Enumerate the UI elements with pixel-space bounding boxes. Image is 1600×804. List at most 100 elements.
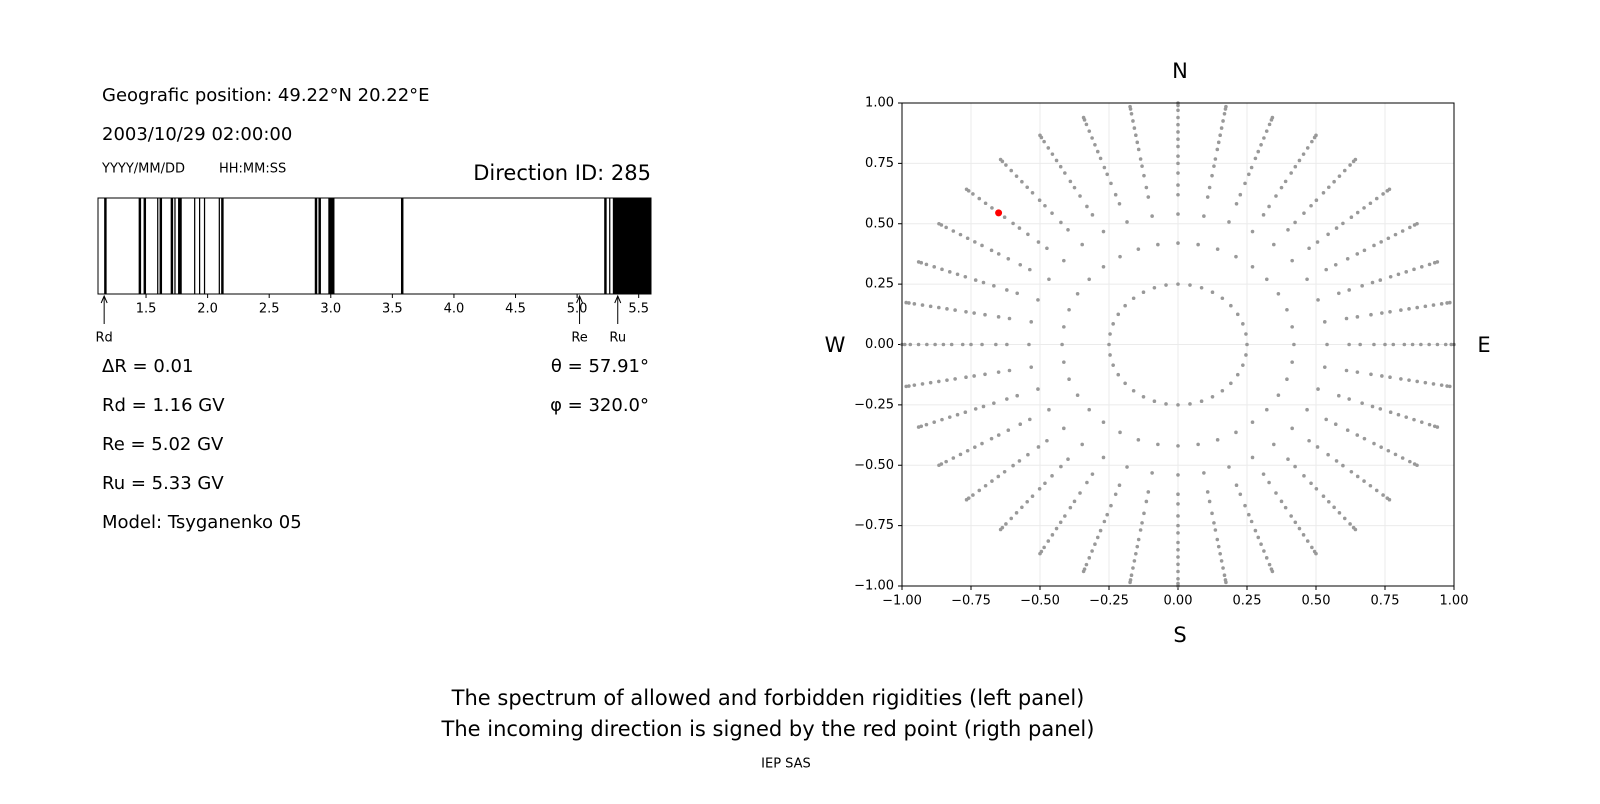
direction-point bbox=[1176, 514, 1180, 518]
direction-point bbox=[973, 407, 978, 411]
direction-point bbox=[1176, 171, 1180, 175]
direction-point bbox=[1026, 452, 1030, 457]
direction-point bbox=[1344, 368, 1349, 373]
direction-point bbox=[1355, 474, 1360, 479]
direction-point bbox=[1205, 490, 1210, 494]
direction-point bbox=[1117, 201, 1122, 206]
direction-point bbox=[1102, 519, 1107, 524]
direction-point bbox=[1132, 559, 1137, 563]
direction-point bbox=[1113, 492, 1118, 497]
direction-point bbox=[912, 302, 917, 306]
direction-point bbox=[1132, 126, 1137, 130]
direction-point bbox=[1324, 267, 1328, 272]
direction-point bbox=[1134, 133, 1138, 138]
direction-point bbox=[1164, 402, 1168, 406]
direction-point bbox=[916, 425, 921, 429]
direction-point bbox=[1314, 198, 1319, 203]
position: Geografic position: 49.22°N 20.22°E bbox=[102, 85, 430, 106]
direction-point bbox=[980, 441, 984, 446]
direction-point bbox=[1038, 551, 1042, 556]
direction-point bbox=[1431, 382, 1436, 386]
direction-point bbox=[1243, 181, 1247, 186]
direction-point bbox=[1105, 512, 1110, 517]
direction-point bbox=[1353, 527, 1358, 532]
direction-point bbox=[925, 342, 929, 347]
marker-arrowhead bbox=[100, 294, 108, 304]
x-tick-label: 3.5 bbox=[382, 302, 403, 317]
direction-point bbox=[1362, 248, 1367, 253]
direction-point bbox=[1098, 156, 1103, 161]
direction-point bbox=[1274, 194, 1278, 198]
direction-point bbox=[983, 372, 987, 377]
direction-point bbox=[1059, 220, 1063, 225]
direction-point bbox=[1305, 277, 1309, 282]
direction-point bbox=[1020, 179, 1024, 184]
direction-point bbox=[1067, 308, 1071, 312]
direction-point bbox=[1238, 492, 1243, 497]
direction-point bbox=[1123, 303, 1127, 308]
direction-point bbox=[1276, 291, 1281, 296]
x-tick-label: 0.75 bbox=[1371, 594, 1400, 609]
direction-point bbox=[1305, 407, 1309, 412]
direction-point bbox=[1011, 463, 1015, 468]
direction-point bbox=[1150, 214, 1154, 218]
direction-point bbox=[1087, 556, 1092, 560]
direction-point bbox=[1212, 521, 1216, 525]
direction-point bbox=[965, 236, 970, 241]
direction-point bbox=[1067, 377, 1071, 381]
direction-point bbox=[992, 284, 996, 288]
direction-point bbox=[1388, 274, 1393, 279]
direction-point bbox=[928, 380, 933, 385]
direction-point bbox=[1176, 144, 1180, 149]
info: Rd = 1.16 GV bbox=[102, 395, 225, 416]
direction-point bbox=[1326, 232, 1330, 237]
direction-point bbox=[1267, 562, 1272, 567]
direction-point bbox=[1445, 301, 1449, 305]
direction-point bbox=[1045, 246, 1049, 251]
direction-point bbox=[964, 187, 969, 192]
direction-point bbox=[1004, 163, 1008, 167]
direction-point bbox=[1321, 191, 1326, 195]
direction-point bbox=[1176, 569, 1180, 574]
direction-point bbox=[1005, 342, 1009, 347]
y-tick-label: −1.00 bbox=[854, 579, 894, 594]
direction-point bbox=[1286, 457, 1290, 461]
y-tick-label: −0.75 bbox=[854, 518, 894, 533]
direction-point bbox=[1348, 522, 1352, 526]
direction-point bbox=[1002, 469, 1007, 474]
direction-point bbox=[996, 474, 1001, 479]
direction-point bbox=[1066, 228, 1070, 232]
direction-point bbox=[1176, 547, 1180, 552]
forbidden-band bbox=[143, 198, 147, 294]
direction-point bbox=[1150, 471, 1154, 475]
direction-point bbox=[1028, 417, 1032, 422]
direction-point bbox=[1404, 415, 1409, 419]
forbidden-band bbox=[328, 198, 335, 294]
direction-point bbox=[1080, 242, 1084, 247]
direction-point bbox=[1297, 158, 1302, 163]
direction-point bbox=[1075, 291, 1080, 296]
direction-point bbox=[940, 417, 944, 422]
direction-point bbox=[1249, 519, 1254, 524]
direction-point bbox=[1029, 320, 1034, 324]
direction-point bbox=[1123, 381, 1127, 386]
direction-point bbox=[1290, 360, 1294, 364]
direction-point bbox=[1156, 442, 1160, 447]
direction-point bbox=[937, 305, 941, 310]
direction-point bbox=[1293, 464, 1297, 469]
direction-point bbox=[1030, 191, 1035, 195]
direction-point bbox=[1176, 502, 1180, 506]
direction-point bbox=[1431, 303, 1436, 307]
direction-point bbox=[932, 265, 937, 269]
direction-point bbox=[1188, 402, 1192, 406]
direction-point bbox=[980, 342, 984, 347]
direction-point bbox=[1386, 236, 1391, 241]
compass-label: E bbox=[1477, 333, 1490, 357]
direction-point bbox=[973, 445, 977, 449]
direction-point bbox=[1259, 142, 1263, 147]
direction-point bbox=[1005, 288, 1009, 292]
direction-point bbox=[1002, 215, 1007, 220]
x-tick-label: −1.00 bbox=[882, 594, 922, 609]
time-format: HH:MM:SS bbox=[219, 162, 286, 177]
direction-point bbox=[908, 342, 913, 347]
